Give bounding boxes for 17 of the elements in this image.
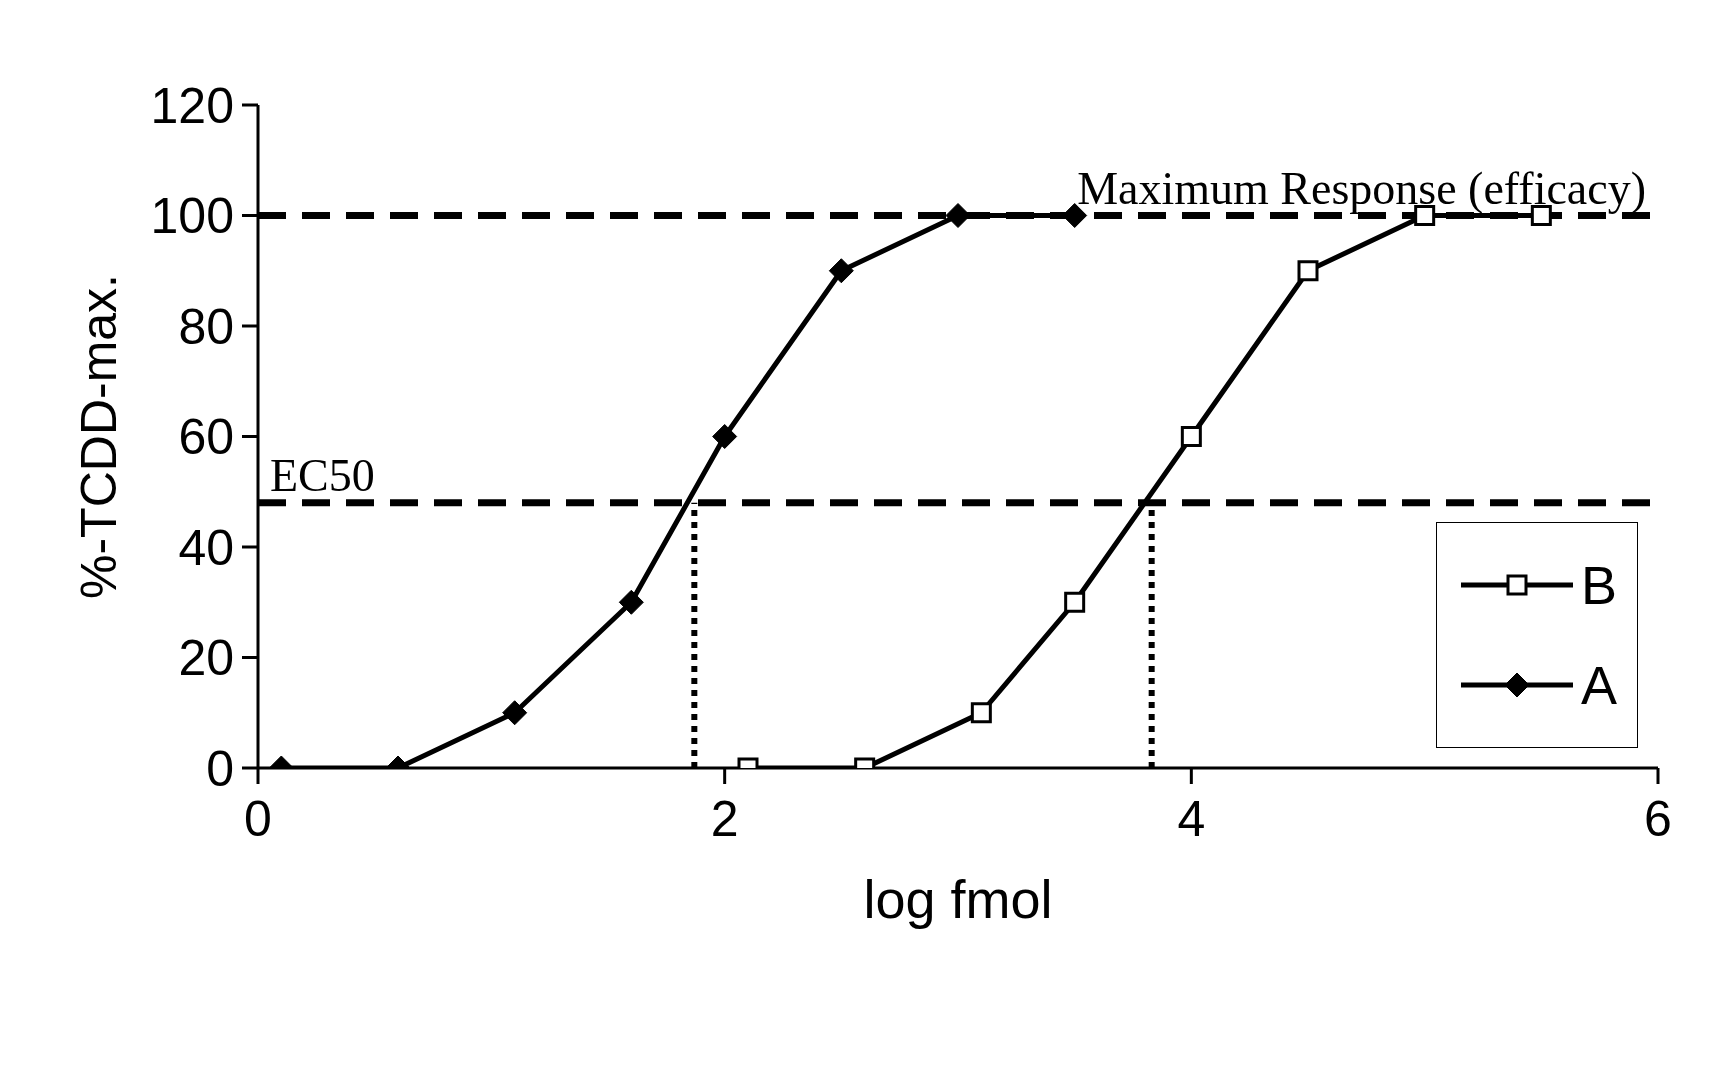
x-tick-label: 0 (244, 790, 272, 847)
legend-label: B (1580, 554, 1617, 616)
y-tick-label: 80 (178, 298, 234, 355)
y-tick-label: 40 (178, 519, 234, 576)
ref-line-label: Maximum Response (efficacy) (1077, 162, 1646, 214)
x-tick-label: 6 (1644, 790, 1672, 847)
y-tick-label: 20 (178, 630, 234, 687)
ref-line-label: EC50 (270, 449, 375, 501)
y-tick-label: 0 (206, 740, 234, 797)
legend-label: A (1580, 654, 1617, 716)
x-axis-title: log fmol (863, 869, 1053, 929)
y-tick-label: 60 (178, 409, 234, 466)
y-axis-title: %-TCDD-max. (70, 274, 127, 599)
x-tick-label: 4 (1177, 790, 1206, 847)
x-tick-label: 2 (710, 790, 739, 847)
y-tick-label: 120 (150, 77, 234, 134)
y-tick-label: 100 (150, 188, 234, 245)
